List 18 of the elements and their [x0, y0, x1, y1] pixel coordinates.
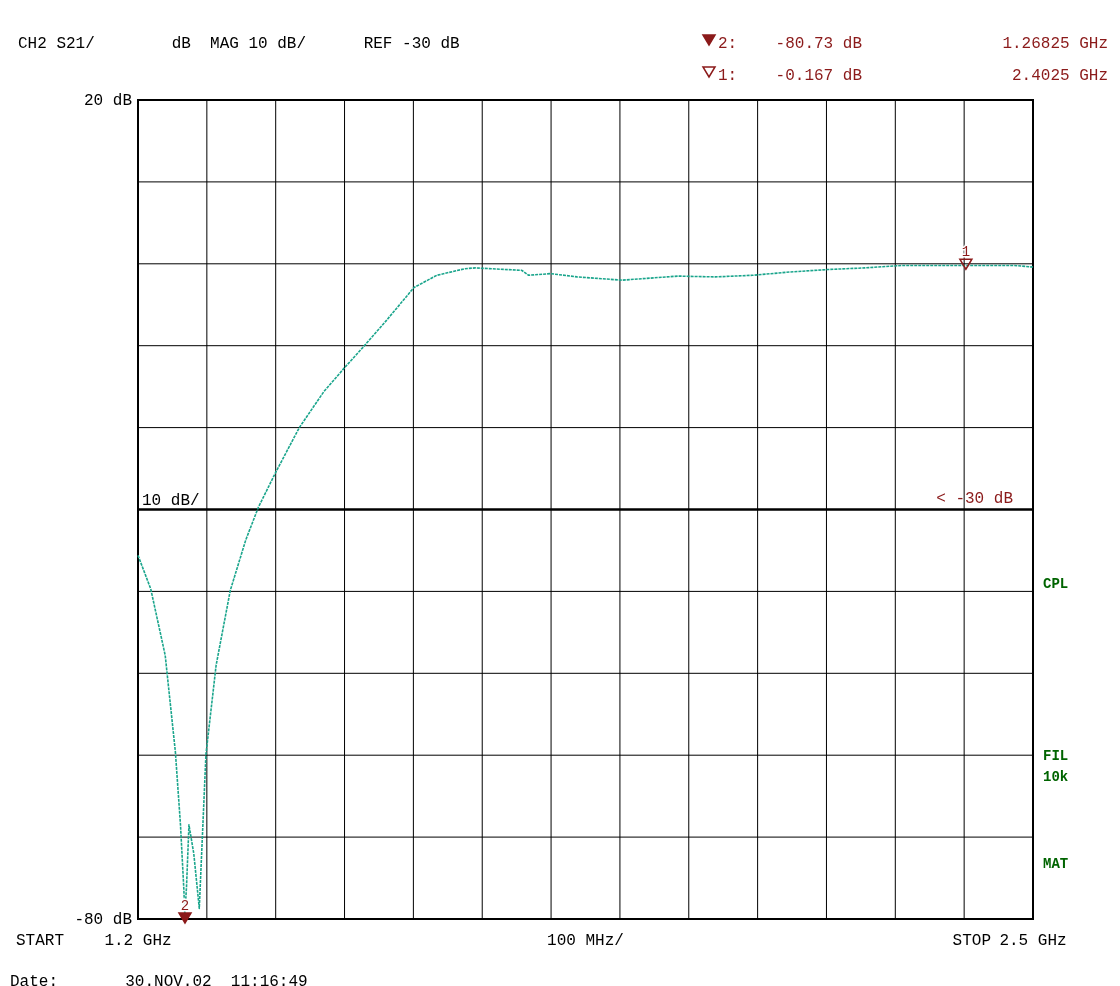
text: 2: -80.73 dB [718, 35, 863, 53]
y-tick-label: 20 dB [83, 92, 132, 110]
text: CPL [1043, 576, 1069, 592]
annotation: 10 dB/ [142, 491, 200, 510]
x-axis-title: 100 MHz/ [547, 932, 624, 950]
text: 10k [1043, 769, 1069, 785]
x-tick-label: 2.5 GHz [999, 932, 1067, 950]
y-tick-label: -80 dB [74, 911, 132, 929]
text: START [16, 932, 65, 950]
text: 1: -0.167 dB [718, 67, 863, 85]
text: Date: 30.NOV.02 11:16:49 [10, 973, 308, 986]
text: FIL [1043, 748, 1069, 764]
text: 1.26825 GHz [1002, 35, 1108, 53]
text: STOP [952, 932, 991, 950]
text: MAT [1043, 856, 1069, 872]
chart-title: CH2 S21/ dB MAG 10 dB/ REF -30 dB [18, 35, 460, 53]
text: 2.4025 GHz [1011, 67, 1108, 85]
x-tick-label: 1.2 GHz [104, 932, 172, 950]
